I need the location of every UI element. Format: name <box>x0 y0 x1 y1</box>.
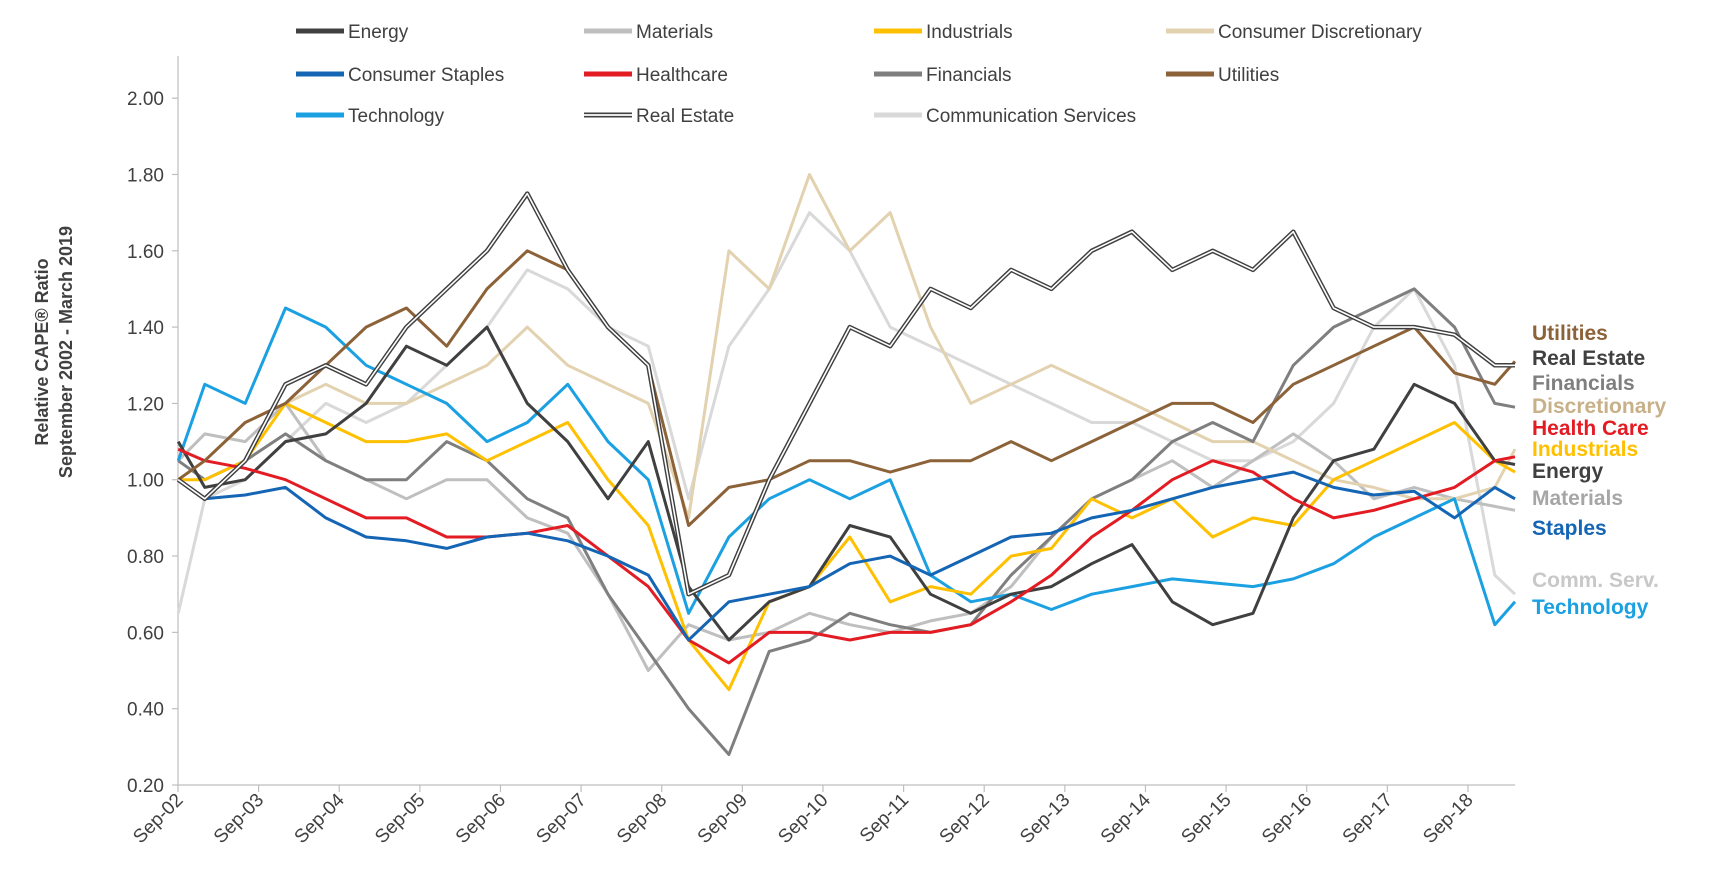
y-tick-label: 0.40 <box>127 700 164 721</box>
x-tick-label: Sep-15 <box>1177 790 1235 848</box>
end-label-energy: Energy <box>1532 460 1604 483</box>
legend-label: Utilities <box>1218 65 1279 86</box>
series-line-financials <box>177 287 1516 756</box>
legend-label: Consumer Staples <box>348 65 504 86</box>
y-tick-label: 1.40 <box>127 318 164 339</box>
x-tick-label: Sep-11 <box>856 790 913 847</box>
end-label-health-care: Health Care <box>1532 417 1649 440</box>
x-tick-label: Sep-16 <box>1258 790 1316 848</box>
y-axis: 0.20 0.40 0.60 0.80 1.00 1.20 1.40 1.60 1.80 2.00 <box>127 56 179 797</box>
legend-label: Materials <box>636 22 713 43</box>
legend-item-consumer-discretionary: Consumer Discretionary <box>1166 22 1422 43</box>
x-axis: Sep-02 Sep-03 Sep-04 Sep-05 Sep-06 Sep-07 Sep-… <box>129 784 1515 848</box>
x-tick-label: Sep-07 <box>532 790 590 848</box>
y-tick-label: 0.20 <box>127 776 164 797</box>
end-label-materials: Materials <box>1532 487 1623 510</box>
series-line-technology <box>176 306 1517 627</box>
y-tick-label: 1.20 <box>127 394 164 415</box>
series-lines <box>176 173 1517 756</box>
end-label-staples: Staples <box>1532 517 1607 540</box>
legend-item-consumer-staples: Consumer Staples <box>296 65 504 86</box>
end-label-industrials: Industrials <box>1532 438 1638 461</box>
y-tick-label: 2.00 <box>127 89 164 110</box>
x-tick-label: Sep-10 <box>774 790 832 848</box>
legend-label: Communication Services <box>926 106 1136 127</box>
legend-label: Healthcare <box>636 65 728 86</box>
legend-label: Real Estate <box>636 106 734 127</box>
legend-item-utilities: Utilities <box>1166 65 1279 86</box>
legend-item-financials: Financials <box>874 65 1012 86</box>
series-line-consumer-staples <box>177 470 1516 642</box>
x-tick-label: Sep-06 <box>452 790 510 848</box>
x-tick-label: Sep-14 <box>1097 789 1155 847</box>
legend: Energy Materials Industrials Consumer Discr… <box>296 22 1422 127</box>
legend-label: Technology <box>348 106 445 127</box>
y-tick-label: 1.60 <box>127 242 164 263</box>
y-tick-label: 1.80 <box>127 165 164 186</box>
legend-item-energy: Energy <box>296 22 409 43</box>
end-label-discretionary: Discretionary <box>1532 395 1667 418</box>
legend-item-materials: Materials <box>584 22 713 43</box>
y-tick-label: 0.60 <box>127 623 164 644</box>
y-tick-label: 0.80 <box>127 547 164 568</box>
series-line-real-estate-inner <box>177 192 1515 595</box>
x-tick-label: Sep-09 <box>694 790 752 848</box>
end-label-technology: Technology <box>1532 596 1649 619</box>
x-tick-label: Sep-03 <box>210 790 268 848</box>
series-line-materials <box>177 401 1516 672</box>
legend-item-industrials: Industrials <box>874 22 1013 43</box>
x-tick-label: Sep-18 <box>1419 790 1477 848</box>
x-tick-label: Sep-08 <box>613 790 671 848</box>
legend-item-communication-services: Communication Services <box>874 106 1136 127</box>
end-label-utilities: Utilities <box>1532 322 1608 345</box>
y-tick-label: 1.00 <box>127 471 164 492</box>
x-tick-label: Sep-17 <box>1339 790 1397 848</box>
legend-item-real-estate: Real Estate <box>584 106 734 127</box>
y-axis-title-line-2: September 2002 - March 2019 <box>56 226 76 478</box>
legend-item-healthcare: Healthcare <box>584 65 728 86</box>
series-line-industrials <box>178 401 1516 692</box>
x-tick-label: Sep-13 <box>1016 790 1074 848</box>
x-tick-label: Sep-05 <box>371 790 429 848</box>
end-label-comm-serv: Comm. Serv. <box>1532 569 1659 592</box>
legend-item-technology: Technology <box>296 106 445 127</box>
end-label-real-estate: Real Estate <box>1532 347 1645 370</box>
series-line-utilities <box>177 249 1517 527</box>
legend-label: Financials <box>926 65 1012 86</box>
series-line-consumer-discretionary <box>177 173 1517 520</box>
series-line-healthcare <box>177 447 1516 665</box>
series-line-real-estate-outer <box>176 191 1515 597</box>
legend-label: Energy <box>348 22 409 43</box>
x-tick-label: Sep-12 <box>936 790 994 848</box>
x-tick-label: Sep-02 <box>129 790 187 848</box>
legend-label: Industrials <box>926 22 1013 43</box>
end-label-financials: Financials <box>1532 372 1635 395</box>
x-tick-label: Sep-04 <box>291 789 349 847</box>
legend-label: Consumer Discretionary <box>1218 22 1422 43</box>
series-line-energy <box>176 325 1516 642</box>
y-axis-title-line-1: Relative CAPE® Ratio <box>32 258 52 445</box>
